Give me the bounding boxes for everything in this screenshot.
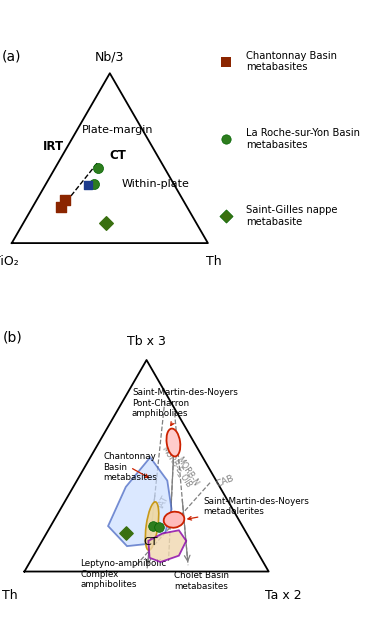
Text: Within-plate: Within-plate xyxy=(121,180,189,189)
Text: Saint-Martin-des-Noyers
metadolerites: Saint-Martin-des-Noyers metadolerites xyxy=(188,497,309,520)
Text: CT: CT xyxy=(143,537,157,547)
Text: CT: CT xyxy=(110,149,127,162)
Text: IAT: IAT xyxy=(155,494,170,510)
Text: Leptyno-amphibolic
Complex
amphibolites: Leptyno-amphibolic Complex amphibolites xyxy=(81,559,167,589)
Text: IRT: IRT xyxy=(43,139,64,152)
Text: Plate-margin: Plate-margin xyxy=(81,125,153,135)
Point xyxy=(58,202,64,212)
Ellipse shape xyxy=(167,429,180,457)
Point xyxy=(103,218,109,228)
Point xyxy=(94,162,100,172)
Point xyxy=(91,179,97,189)
Text: Nb/3: Nb/3 xyxy=(95,51,125,64)
Text: Chantonnay Basin
metabasites: Chantonnay Basin metabasites xyxy=(246,51,337,73)
Point xyxy=(123,529,129,539)
Text: Tb x 3: Tb x 3 xyxy=(127,335,166,348)
Point xyxy=(156,522,162,532)
Text: MORB-E_OIB: MORB-E_OIB xyxy=(160,444,194,489)
Point xyxy=(150,521,156,531)
Ellipse shape xyxy=(164,511,185,528)
Ellipse shape xyxy=(145,502,159,550)
Point xyxy=(223,211,229,221)
Polygon shape xyxy=(148,530,186,562)
Text: Th: Th xyxy=(2,589,18,602)
Point xyxy=(223,57,229,67)
Point xyxy=(62,195,68,205)
Text: Th: Th xyxy=(206,255,222,268)
Text: Chantonnay
Basin
metabasites: Chantonnay Basin metabasites xyxy=(103,452,157,482)
Text: Saint-Gilles nappe
metabasite: Saint-Gilles nappe metabasite xyxy=(246,205,338,227)
Text: Ta x 2: Ta x 2 xyxy=(265,589,302,602)
Polygon shape xyxy=(108,457,172,546)
Text: Cholet Basin
metabasites: Cholet Basin metabasites xyxy=(175,571,230,590)
Text: MORB-N: MORB-N xyxy=(175,455,200,487)
Text: (b): (b) xyxy=(2,331,22,345)
Text: CAB: CAB xyxy=(215,473,235,488)
Point xyxy=(85,180,91,190)
Text: Saint-Martin-des-Noyers
Pont-Charron
amphibolites: Saint-Martin-des-Noyers Pont-Charron amp… xyxy=(132,388,238,426)
Text: TiO₂: TiO₂ xyxy=(0,255,19,268)
Text: (a): (a) xyxy=(2,50,21,64)
Text: La Roche-sur-Yon Basin
metabasites: La Roche-sur-Yon Basin metabasites xyxy=(246,128,360,150)
Point xyxy=(223,134,229,144)
